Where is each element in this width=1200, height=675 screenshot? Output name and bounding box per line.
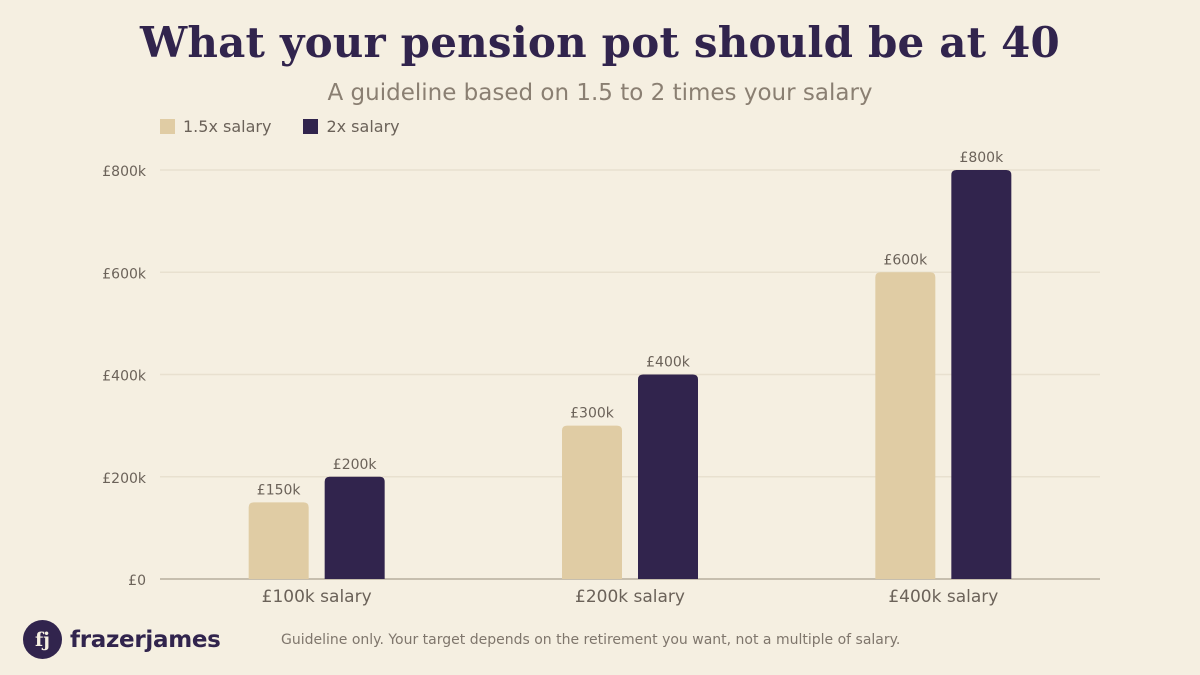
legend-item-1-5x: 1.5x salary	[160, 117, 271, 136]
chart-subtitle: A guideline based on 1.5 to 2 times your…	[327, 80, 873, 106]
bar	[638, 374, 698, 579]
y-tick-label: £400k	[102, 369, 147, 385]
y-tick-label: £200k	[102, 471, 147, 487]
y-tick-label: £600k	[102, 266, 147, 282]
legend-item-2x: 2x salary	[303, 117, 400, 136]
y-tick-label: £800k	[102, 164, 147, 180]
bar	[875, 272, 936, 579]
x-tick-label: £400k salary	[888, 587, 998, 607]
legend-swatch-1-5x	[160, 119, 175, 134]
logo-mark: fj	[23, 620, 62, 659]
x-tick-label: £200k salary	[575, 587, 685, 607]
data-label: £200k	[333, 457, 378, 473]
bar	[248, 502, 309, 579]
data-label: £400k	[646, 355, 691, 371]
legend-label-1-5x: 1.5x salary	[183, 117, 272, 136]
bar	[324, 476, 385, 579]
data-label: £800k	[959, 150, 1004, 166]
data-label: £300k	[570, 406, 615, 422]
data-label: £150k	[257, 482, 302, 498]
footnote: Guideline only. Your target depends on t…	[281, 632, 901, 648]
legend-swatch-2x	[303, 119, 319, 134]
logo-text: frazerjames	[70, 626, 221, 653]
y-tick-label: £0	[128, 573, 146, 589]
legend-label-2x: 2x salary	[326, 117, 400, 136]
bar	[951, 170, 1012, 579]
legend: 1.5x salary 2x salary	[160, 117, 432, 136]
chart-title: What your pension pot should be at 40	[140, 18, 1060, 67]
bar	[562, 425, 622, 579]
data-label: £600k	[883, 252, 928, 268]
x-tick-label: £100k salary	[262, 587, 372, 607]
brand-logo: fj frazerjames	[23, 620, 221, 659]
